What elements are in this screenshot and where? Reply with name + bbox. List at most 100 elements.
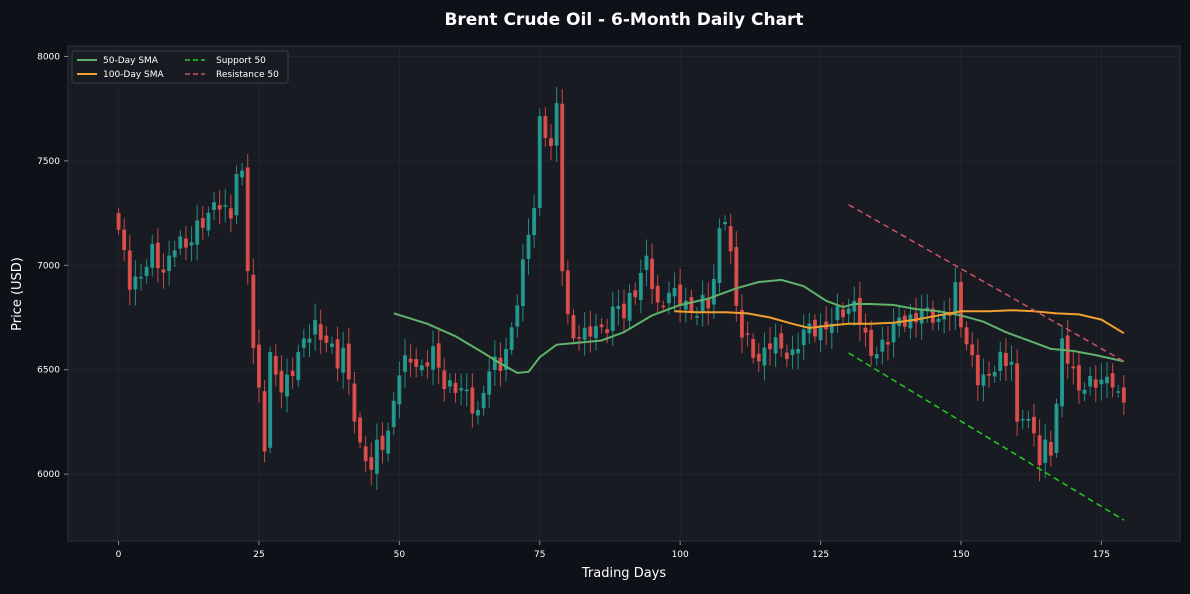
candle-body bbox=[408, 358, 413, 363]
candle-body bbox=[801, 329, 806, 346]
candle-body bbox=[1043, 439, 1048, 463]
candle-body bbox=[358, 417, 363, 443]
candle-body bbox=[885, 341, 890, 345]
candle-body bbox=[324, 335, 329, 343]
candle-body bbox=[739, 309, 744, 338]
candle-body bbox=[627, 292, 632, 321]
candle-body bbox=[942, 314, 947, 320]
candle-body bbox=[290, 370, 295, 377]
candle-body bbox=[515, 305, 520, 327]
candle-body bbox=[959, 281, 963, 328]
candle-body bbox=[880, 339, 885, 352]
candle-body bbox=[537, 116, 542, 208]
candle-body bbox=[391, 400, 396, 427]
candle-body bbox=[279, 370, 284, 393]
candle-body bbox=[1026, 418, 1031, 421]
candle-body bbox=[285, 374, 289, 397]
candle-body bbox=[560, 103, 565, 272]
candle-body bbox=[925, 307, 930, 310]
candle-body bbox=[633, 290, 638, 298]
candle-body bbox=[565, 270, 570, 315]
candle-body bbox=[268, 352, 273, 448]
candle-body bbox=[296, 351, 301, 381]
candle-body bbox=[711, 278, 716, 305]
candle-body bbox=[588, 326, 593, 337]
sma100-line bbox=[674, 309, 1125, 335]
candle-body bbox=[678, 284, 683, 306]
indicator-lines bbox=[393, 204, 1125, 521]
candle-body bbox=[183, 238, 188, 248]
x-tick-label: 175 bbox=[1093, 550, 1110, 560]
candle-body bbox=[672, 288, 677, 297]
candle-body bbox=[1099, 379, 1104, 385]
candle-body bbox=[936, 318, 941, 322]
candle-body bbox=[346, 343, 351, 380]
candle-body bbox=[1032, 416, 1036, 434]
candle-body bbox=[723, 221, 728, 225]
x-tick-label: 75 bbox=[534, 550, 545, 560]
candle-body bbox=[571, 315, 576, 339]
sma50-line bbox=[393, 278, 1125, 374]
candle-body bbox=[655, 285, 660, 303]
candle-body bbox=[329, 343, 334, 347]
candle-body bbox=[700, 294, 705, 313]
y-axis-label: Price (USD) bbox=[10, 257, 25, 331]
candle-body bbox=[425, 362, 430, 367]
candle-body bbox=[200, 218, 205, 228]
candle-body bbox=[189, 242, 194, 246]
legend-box bbox=[71, 50, 289, 84]
candle-body bbox=[998, 351, 1003, 371]
candle-body bbox=[835, 306, 840, 321]
candle-body bbox=[374, 439, 379, 474]
candle-body bbox=[481, 392, 486, 409]
candle-body bbox=[549, 138, 553, 147]
candle-body bbox=[532, 207, 537, 236]
candle-body bbox=[1003, 352, 1008, 367]
candle-body bbox=[987, 373, 992, 376]
candle-body bbox=[650, 258, 655, 289]
candle-body bbox=[964, 327, 969, 345]
candle-body bbox=[206, 212, 211, 231]
candle-body bbox=[212, 202, 216, 210]
candle-body bbox=[341, 347, 346, 373]
candle-body bbox=[970, 344, 975, 356]
candle-body bbox=[863, 327, 868, 333]
candle-body bbox=[582, 327, 587, 340]
candle-body bbox=[520, 259, 525, 307]
candle-body bbox=[386, 430, 391, 454]
candle-body bbox=[616, 306, 621, 309]
candle-body bbox=[470, 387, 475, 414]
candle-body bbox=[1037, 435, 1042, 466]
candle-body bbox=[1116, 391, 1121, 393]
candle-body bbox=[307, 338, 312, 343]
candle-body bbox=[313, 320, 318, 335]
candle-body bbox=[453, 382, 458, 393]
candles bbox=[116, 86, 1126, 490]
candle-body bbox=[262, 391, 267, 452]
candle-body bbox=[144, 266, 149, 277]
candle-body bbox=[251, 274, 256, 349]
candle-body bbox=[779, 333, 784, 349]
candle-body bbox=[133, 276, 138, 290]
candle-body bbox=[167, 255, 172, 272]
candle-body bbox=[116, 213, 121, 230]
candle-body bbox=[1105, 376, 1109, 384]
candle-body bbox=[818, 325, 823, 341]
chart-title: Brent Crude Oil - 6-Month Daily Chart bbox=[444, 10, 803, 30]
candle-body bbox=[846, 308, 851, 314]
candle-body bbox=[751, 338, 756, 358]
x-axis-label: Trading Days bbox=[581, 566, 666, 581]
legend-label-sma50: 50-Day SMA bbox=[103, 56, 159, 66]
candle-body bbox=[768, 343, 772, 350]
candle-body bbox=[661, 305, 666, 308]
candle-body bbox=[762, 347, 767, 366]
x-tick-label: 125 bbox=[812, 550, 829, 560]
candle-body bbox=[1121, 387, 1126, 403]
candle-body bbox=[436, 343, 441, 368]
candle-body bbox=[509, 327, 514, 351]
candle-body bbox=[695, 316, 699, 318]
candle-body bbox=[1009, 361, 1014, 365]
candle-body bbox=[1020, 418, 1025, 421]
candle-body bbox=[161, 269, 166, 273]
